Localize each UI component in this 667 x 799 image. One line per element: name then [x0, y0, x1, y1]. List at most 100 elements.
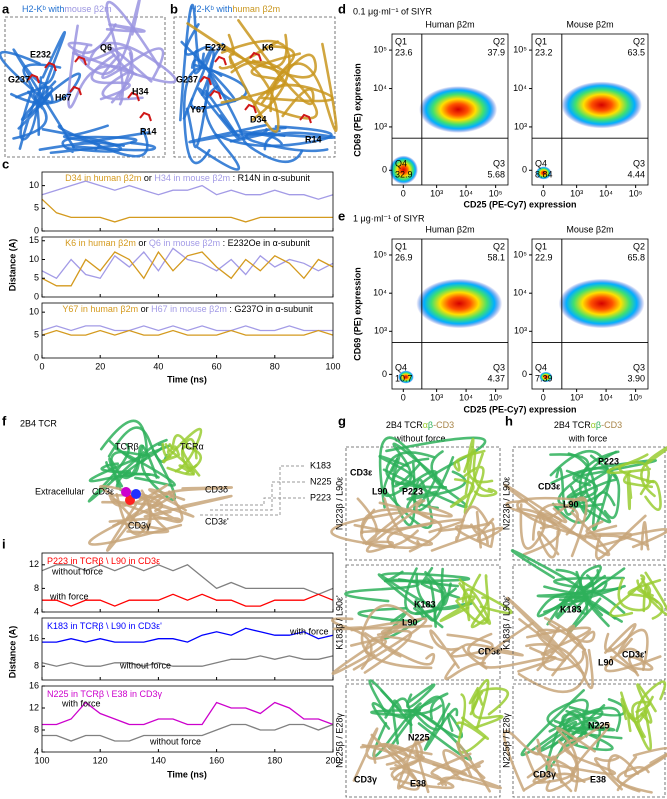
title-part: : R14N in α-subunit [230, 173, 310, 183]
connector [210, 481, 305, 511]
ribbon [442, 749, 486, 782]
label: R14 [140, 126, 157, 136]
residue-sphere [131, 489, 141, 499]
label: K183 [560, 604, 582, 614]
title-part: : G237O in α-subunit [227, 304, 313, 314]
title-part: α [423, 420, 428, 430]
panel-letter: b [170, 1, 178, 16]
ribbon [197, 87, 240, 140]
ribbon [420, 566, 437, 628]
y-tick-label: 10⁵ [373, 44, 387, 54]
quadrant-name: Q2 [633, 241, 645, 251]
label: Mouse β2m [566, 19, 613, 29]
x-tick-label: 20 [95, 361, 105, 371]
x-tick-label: 100 [325, 361, 340, 371]
y-tick-label: 0 [382, 165, 387, 175]
label: L90 [372, 486, 388, 496]
title: Y67 in human β2m or H67 in mouse β2m : G… [62, 304, 313, 314]
x-tick-label: 10⁵ [629, 188, 643, 198]
ribbon [640, 446, 667, 498]
ribbon [220, 39, 291, 121]
x-tick-label: 0 [401, 392, 406, 402]
ribbon [229, 128, 281, 143]
quadrant-name: Q1 [535, 241, 547, 251]
quadrant-name: Q4 [395, 362, 407, 372]
series-line [41, 564, 334, 596]
quadrant-name: Q1 [535, 36, 547, 46]
side-chain [244, 103, 257, 114]
side-chain [199, 75, 212, 86]
quadrant-name: Q4 [395, 158, 407, 168]
panel-box [512, 683, 666, 798]
quadrant-value: 3.90 [627, 373, 645, 383]
ribbon [470, 596, 489, 629]
title-part: -CD3 [601, 420, 622, 430]
plot-frame [41, 302, 334, 359]
density-blob [389, 155, 418, 185]
ribbon [555, 466, 576, 516]
ribbon [603, 628, 649, 672]
ribbon [470, 511, 483, 549]
y-tick-label: 0 [34, 291, 39, 301]
y-tick-label: 10⁴ [513, 83, 527, 93]
side-chain [209, 89, 222, 100]
panel-letter: d [338, 1, 346, 16]
series-line [41, 180, 334, 200]
label: CD3ε [92, 486, 114, 496]
ribbon [458, 582, 492, 625]
label: R14 [305, 134, 322, 144]
ribbon [550, 466, 621, 519]
title: H2-Kᵇ withhuman β2m [190, 4, 280, 14]
title-part: 2B4 TCR [554, 420, 591, 430]
ribbon [330, 509, 420, 549]
ribbon [432, 763, 502, 790]
ribbon [505, 499, 561, 556]
quadrant-value: 58.1 [487, 252, 505, 262]
title-part: Q6 in mouse β2m [149, 238, 220, 248]
series-line [42, 701, 334, 726]
quadrant-name: Q2 [493, 36, 505, 46]
ribbon [642, 584, 652, 613]
ribbon [185, 72, 212, 149]
label: Q6 [100, 42, 112, 52]
quadrant-value: 22.9 [535, 252, 553, 262]
x-tick-label: 200 [325, 755, 340, 765]
title: D34 in human β2m or H34 in mouse β2m : R… [65, 173, 310, 183]
ribbon [214, 125, 333, 148]
density-blob [398, 370, 414, 384]
panel-box [173, 16, 336, 158]
ribbon [449, 478, 475, 508]
x-tick-label: 0 [39, 361, 44, 371]
quadrant-value: 8.84 [535, 169, 553, 179]
title-part: H67 in mouse β2m [151, 304, 227, 314]
ribbon [99, 419, 148, 464]
y-tick-label: 10 [29, 180, 39, 190]
label: CD3ε' [622, 649, 646, 659]
series-line [42, 593, 334, 607]
title: K183 in TCRβ \ L90 in CD3ε' [47, 621, 162, 631]
ribbon [455, 574, 491, 625]
ribbon [616, 766, 650, 793]
ribbon [164, 434, 189, 452]
series-label: with force [61, 698, 101, 708]
panel-box [345, 683, 501, 798]
label: Human β2m [425, 224, 474, 234]
side-chain [127, 91, 140, 102]
panel-letter: c [2, 156, 9, 171]
ribbon [181, 445, 202, 477]
x-tick-label: 10³ [570, 188, 583, 198]
residue-sphere [121, 487, 131, 497]
density-blob [558, 278, 645, 329]
label: G237 [8, 74, 30, 84]
x-tick-label: 120 [93, 755, 108, 765]
ribbon [184, 23, 215, 97]
y-tick-label: 10 [29, 254, 39, 264]
ribbon [227, 33, 235, 65]
ribbon [456, 716, 490, 740]
ribbon [454, 524, 491, 548]
label: Mouse β2m [566, 224, 613, 234]
plot-frame [41, 617, 334, 681]
y-tick-label: 12 [29, 702, 39, 712]
quadrant-name: Q3 [493, 158, 505, 168]
